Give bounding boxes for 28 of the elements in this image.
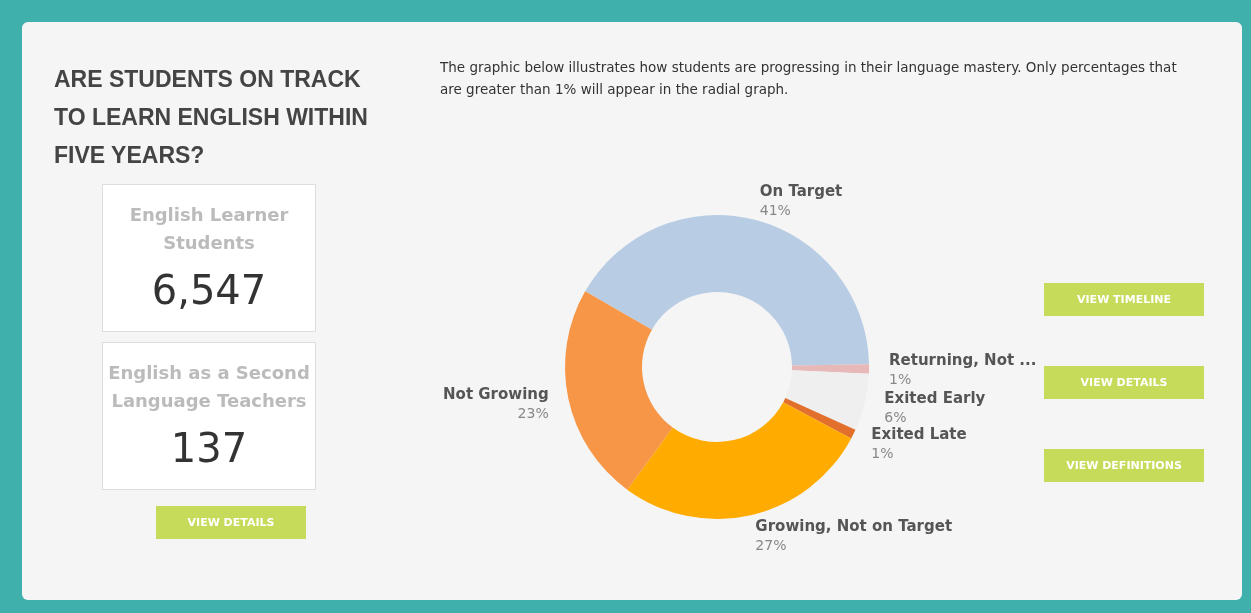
donut-slice bbox=[565, 291, 673, 490]
slice-label: Growing, Not on Target bbox=[755, 516, 953, 535]
donut-slice bbox=[585, 215, 869, 366]
text: VIEW DETAILS bbox=[1044, 366, 1204, 399]
text: VIEW DEFINITIONS bbox=[1044, 449, 1204, 482]
data-label: 1% bbox=[871, 444, 894, 461]
text: English as a Second Language Teachers bbox=[107, 361, 311, 413]
donut-slice bbox=[627, 402, 852, 519]
text: English Learner Students bbox=[128, 203, 290, 255]
donut-slice bbox=[791, 364, 869, 374]
data-label: 41% bbox=[759, 202, 791, 219]
data-label: 6% bbox=[884, 409, 907, 426]
text: VIEW TIMELINE bbox=[1044, 283, 1204, 316]
slice-label: On Target bbox=[759, 182, 843, 201]
data-label: 27% bbox=[755, 536, 787, 553]
chart-subtitle: The graphic below illustrates how students are progressing in their language mastery. Only percentages that are greater than 1% will appear in the radial graph. bbox=[440, 58, 1178, 99]
text: 137 bbox=[169, 424, 249, 473]
donut-slice bbox=[783, 397, 856, 439]
text: 6,547 bbox=[150, 266, 268, 315]
slice-label: Not Growing bbox=[443, 384, 549, 403]
data-label: 1% bbox=[888, 371, 912, 388]
donut-slice bbox=[785, 370, 869, 430]
text: VIEW DETAILS bbox=[156, 506, 306, 539]
text: ARE STUDENTS ON TRACK TO LEARN ENGLISH WITHIN FIVE YEARS? bbox=[54, 65, 369, 170]
data-label: 23% bbox=[517, 404, 549, 421]
slice-label: Exited Early bbox=[884, 389, 986, 408]
slice-label: Exited Late bbox=[871, 424, 967, 443]
slice-label: Returning, Not ... bbox=[888, 351, 1037, 370]
